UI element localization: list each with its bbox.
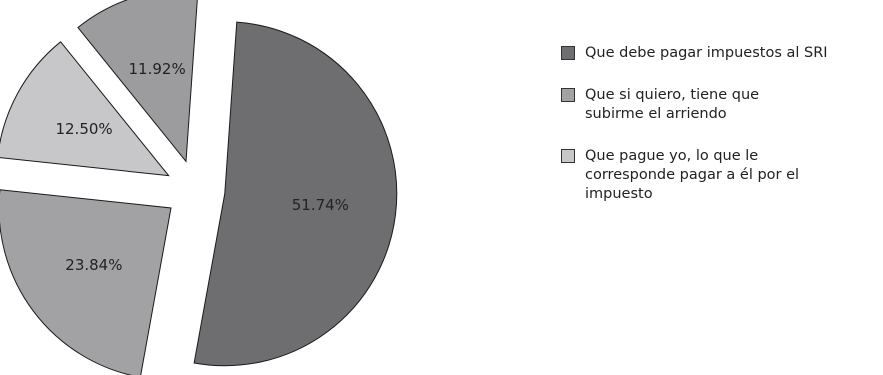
pie-slice-2 [0,189,172,375]
legend-label-1: Que debe pagar impuestos al SRI [585,45,828,61]
chart-legend: Que debe pagar impuestos al SRI Que si q… [561,44,883,227]
pie-slice-3 [0,41,170,177]
legend-item-3: Que pague yo, lo que le corresponde paga… [561,147,883,204]
legend-label-2: Que si quiero, tiene que subirme el arri… [585,87,760,122]
legend-swatch-1 [561,46,575,60]
legend-swatch-2 [561,88,575,102]
pie-plot-area: 51.74% 23.84% 12.50% 11.92% [0,0,398,375]
pie-slice-4 [77,0,198,163]
legend-swatch-3 [561,149,575,163]
slice-value-label-1: 51.74% [292,196,349,214]
pie-slice-1 [193,21,398,367]
legend-item-2: Que si quiero, tiene que subirme el arri… [561,86,883,124]
slice-value-label-3: 12.50% [55,120,112,138]
legend-item-1: Que debe pagar impuestos al SRI [561,44,883,63]
slice-value-label-2: 23.84% [65,256,122,274]
slice-value-label-4: 11.92% [129,60,186,78]
legend-label-3: Que pague yo, lo que le corresponde paga… [585,148,800,202]
